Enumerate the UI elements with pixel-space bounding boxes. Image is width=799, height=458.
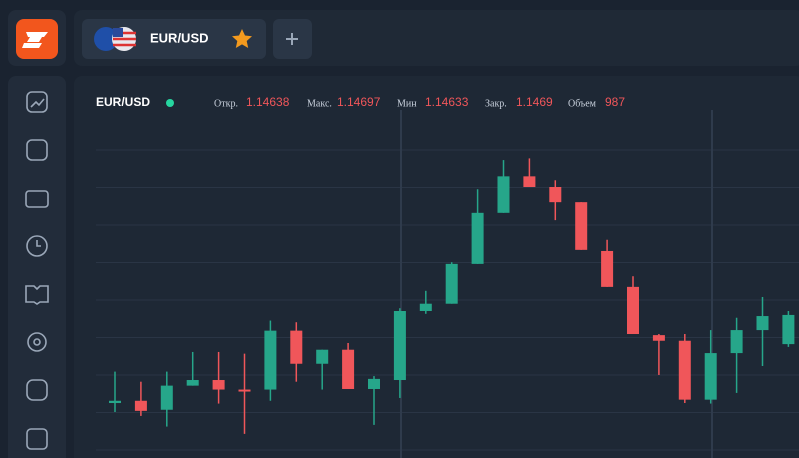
low-value: 1.14633 [425, 95, 469, 109]
live-dot [166, 99, 174, 107]
candle-body [290, 330, 303, 364]
flag-us-canton [113, 28, 123, 37]
icon-calendar[interactable] [26, 428, 48, 450]
icon-settings-center [33, 338, 41, 346]
candle-body [186, 380, 199, 386]
candle-body [368, 378, 380, 389]
candle-body [109, 400, 121, 404]
low-label: Мин [397, 98, 417, 109]
icon-portfolio[interactable] [25, 190, 49, 208]
close-value: 1.1469 [516, 95, 553, 109]
icon-signals[interactable] [26, 139, 48, 161]
candles [109, 158, 795, 434]
candle-body [445, 263, 458, 304]
volume-label: Объем [568, 98, 597, 109]
ohlc-values: 1.14638 1.14697 1.14633 1.1469 987 [246, 95, 625, 109]
candle-body [523, 176, 536, 188]
candle-body [730, 330, 743, 354]
flag-eu [94, 27, 118, 51]
high-value: 1.14697 [337, 95, 381, 109]
icon-education[interactable] [25, 285, 49, 305]
candle-body [342, 349, 355, 389]
close-label: Закр. [485, 98, 507, 109]
icon-chart-line [30, 98, 45, 108]
icon-history-hands [36, 240, 41, 247]
open-label: Откр. [214, 98, 238, 109]
candle-body [160, 385, 173, 410]
sidebar-icons [25, 91, 49, 450]
tab-symbol: EUR/USD [150, 30, 209, 45]
candle-body [704, 353, 717, 400]
icon-support[interactable] [26, 379, 48, 401]
candle-body [393, 311, 406, 381]
icon-settings[interactable] [27, 332, 47, 352]
candle-body [471, 212, 484, 264]
candle-body [678, 340, 691, 400]
candle-body [264, 330, 277, 390]
candle-body [238, 389, 251, 392]
candle-body [782, 314, 795, 345]
sidebar [8, 76, 66, 458]
candle-body [601, 250, 614, 287]
candle-body [316, 349, 329, 364]
plus-icon [286, 33, 298, 45]
candle-body [497, 176, 510, 213]
icon-history[interactable] [26, 235, 48, 257]
chart-symbol: EUR/USD [96, 95, 150, 109]
candle-body [419, 303, 432, 312]
favorite-star[interactable] [232, 29, 252, 48]
candle-body [134, 400, 147, 411]
icon-chart[interactable] [26, 91, 48, 113]
high-label: Макс. [307, 98, 332, 109]
chart-panel [74, 76, 799, 458]
candle-body [756, 316, 769, 331]
candle-body [627, 286, 639, 335]
open-value: 1.14638 [246, 95, 290, 109]
candle-body [549, 187, 562, 203]
logo-mark [22, 32, 48, 48]
ohlc-labels: Откр. Макс. Мин Закр. Объем [214, 98, 597, 109]
candle-body [575, 202, 588, 250]
candle-body [652, 335, 665, 341]
volume-value: 987 [605, 95, 625, 109]
candle-body [212, 380, 225, 390]
